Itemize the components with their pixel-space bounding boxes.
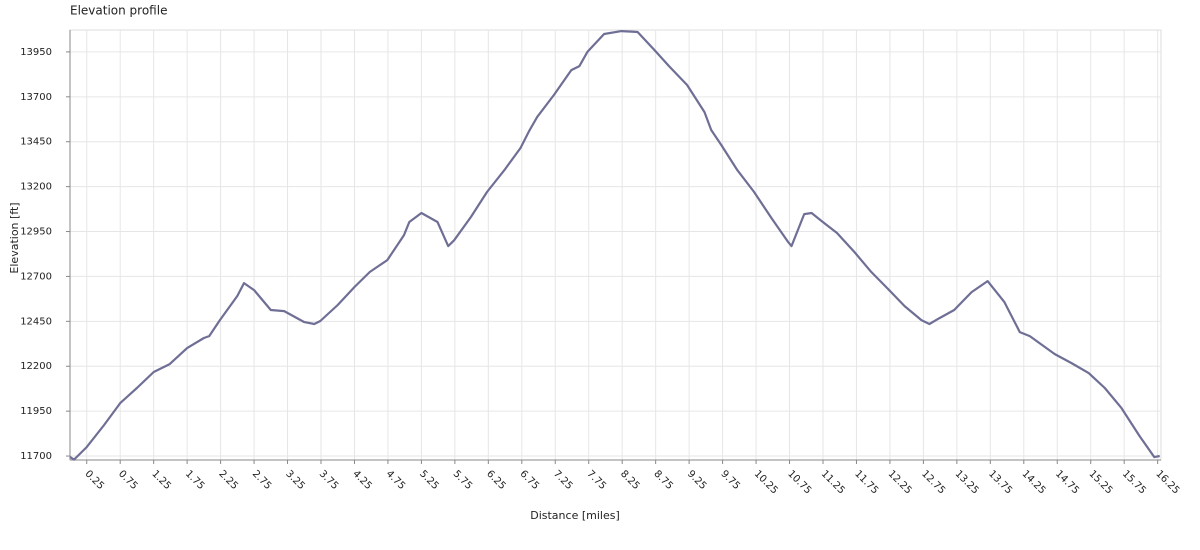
y-tick-label: 11950 [20,406,52,417]
y-tick-label: 12950 [20,227,52,238]
plot-area [69,29,1162,461]
x-axis-label: Distance [miles] [530,509,620,522]
y-tick-label: 13200 [20,182,52,193]
elevation-line [69,30,1160,461]
chart-title: Elevation profile [70,4,167,18]
y-tick-label: 13700 [20,92,52,103]
y-axis-label: Elevation [ft] [8,202,21,273]
y-tick-label: 13950 [20,47,52,58]
y-tick-label: 12700 [20,271,52,282]
y-tick-label: 12450 [20,316,52,327]
y-tick-label: 12200 [20,361,52,372]
y-tick-label: 11700 [20,451,52,462]
y-tick-label: 13450 [20,137,52,148]
